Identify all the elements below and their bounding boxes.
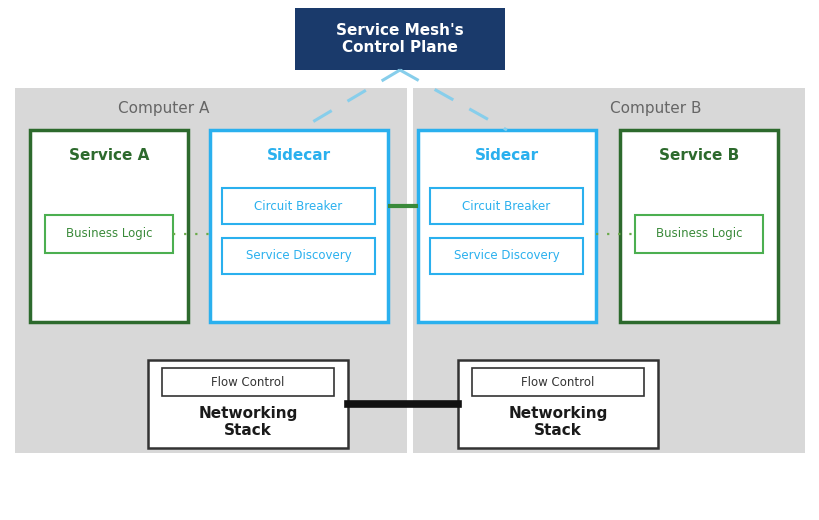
Text: Service B: Service B	[658, 149, 738, 163]
Text: Business Logic: Business Logic	[655, 228, 741, 240]
Bar	[45, 215, 173, 253]
Text: Flow Control: Flow Control	[521, 375, 594, 388]
Text: Computer B: Computer B	[609, 100, 701, 115]
Text: Flow Control: Flow Control	[211, 375, 284, 388]
Text: Sidecar: Sidecar	[474, 149, 538, 163]
Bar	[472, 368, 643, 396]
Text: Networking
Stack: Networking Stack	[198, 406, 297, 438]
Bar	[295, 8, 505, 70]
Text: Service A: Service A	[69, 149, 149, 163]
Text: Service Discovery: Service Discovery	[246, 250, 351, 263]
Text: Service Mesh's
Control Plane: Service Mesh's Control Plane	[336, 23, 464, 55]
Text: Sidecar: Sidecar	[267, 149, 331, 163]
Bar	[222, 188, 374, 224]
Bar	[210, 130, 387, 322]
Text: Circuit Breaker: Circuit Breaker	[254, 200, 342, 213]
Bar	[413, 88, 804, 453]
Bar	[429, 188, 582, 224]
Bar	[222, 238, 374, 274]
Bar	[15, 88, 406, 453]
Bar	[147, 360, 347, 448]
Text: Computer A: Computer A	[118, 100, 210, 115]
Bar	[418, 130, 595, 322]
Bar	[458, 360, 657, 448]
Text: Circuit Breaker: Circuit Breaker	[462, 200, 550, 213]
Bar	[162, 368, 333, 396]
Bar	[619, 130, 777, 322]
Text: Service Discovery: Service Discovery	[453, 250, 559, 263]
Text: Business Logic: Business Logic	[66, 228, 152, 240]
Bar	[429, 238, 582, 274]
Text: Networking
Stack: Networking Stack	[508, 406, 607, 438]
Bar	[30, 130, 188, 322]
Bar	[634, 215, 762, 253]
